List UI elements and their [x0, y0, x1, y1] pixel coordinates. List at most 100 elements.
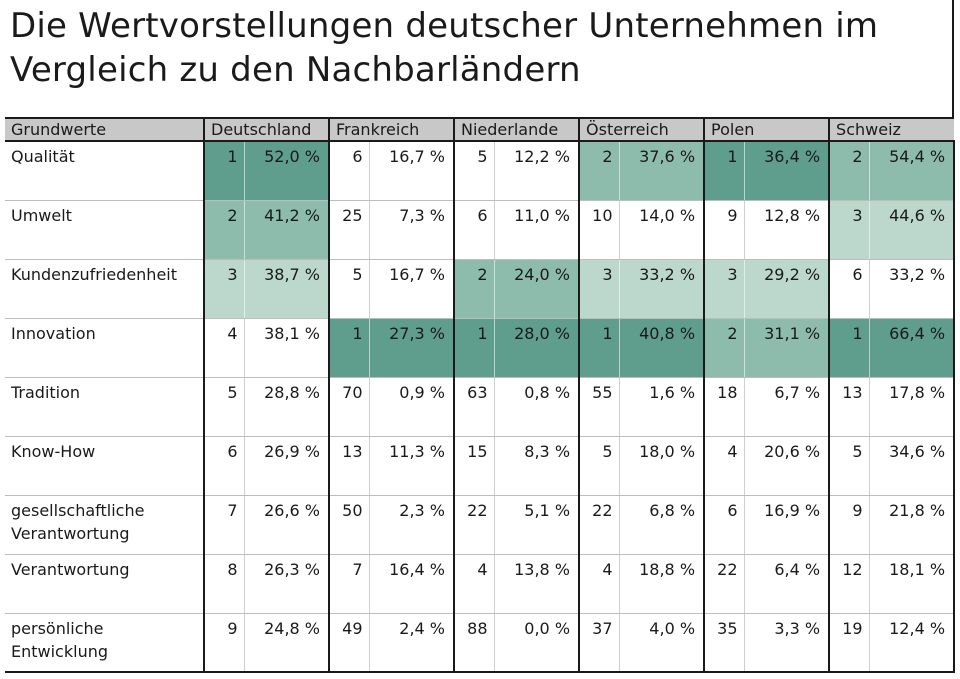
percent-cell: 21,8 %: [868, 495, 956, 555]
percent-cell: 40,8 %: [618, 318, 705, 378]
percent-cell: 17,8 %: [868, 377, 956, 437]
header-country: Niederlande: [452, 117, 580, 142]
percent-cell: 37,6 %: [618, 141, 705, 201]
percent-cell: 12,4 %: [868, 613, 956, 673]
percent-cell: 31,1 %: [743, 318, 830, 378]
percent-cell: 26,3 %: [243, 554, 329, 614]
rank-cell: 1: [328, 318, 369, 378]
rank-cell: 1: [828, 318, 870, 378]
table-row: Qualität 1 52,0 % 6 16,7 % 5 12,2 % 2 37,6 % 1 36,…: [5, 141, 956, 201]
rank-cell: 5: [328, 259, 369, 319]
header-country: Polen: [703, 117, 830, 142]
table-row: Tradition 5 28,8 % 70 0,9 % 63 0,8 % 55 1,6 % 18 6…: [5, 377, 956, 437]
rank-cell: 1: [453, 318, 494, 378]
header-country: Deutschland: [203, 117, 329, 142]
rank-cell: 88: [453, 613, 494, 673]
row-label: Qualität: [5, 141, 204, 201]
table-row: gesellschaftliche Verantwortung 7 26,6 % 50…: [5, 495, 956, 555]
percent-cell: 29,2 %: [743, 259, 830, 319]
row-label: persönliche Entwicklung: [5, 613, 204, 673]
percent-cell: 11,0 %: [493, 200, 580, 260]
percent-cell: 11,3 %: [368, 436, 454, 496]
table-row: Umwelt 2 41,2 % 25 7,3 % 6 11,0 % 10 14,0 % 9 12,8…: [5, 200, 956, 260]
percent-cell: 4,0 %: [618, 613, 705, 673]
percent-cell: 14,0 %: [618, 200, 705, 260]
percent-cell: 7,3 %: [368, 200, 454, 260]
row-label: Kundenzufriedenheit: [5, 259, 204, 319]
rank-cell: 5: [453, 141, 494, 201]
percent-cell: 18,0 %: [618, 436, 705, 496]
table-row: Verantwortung 8 26,3 % 7 16,4 % 4 13,8 % 4 18,8 …: [5, 554, 956, 614]
percent-cell: 12,8 %: [743, 200, 830, 260]
table-row: persönliche Entwicklung 9 24,8 % 49 2,4 % 88 0…: [5, 613, 956, 673]
rank-cell: 5: [578, 436, 620, 496]
percent-cell: 36,4 %: [743, 141, 830, 201]
percent-cell: 28,8 %: [243, 377, 329, 437]
percent-cell: 0,8 %: [493, 377, 580, 437]
percent-cell: 8,3 %: [493, 436, 580, 496]
percent-cell: 28,0 %: [493, 318, 580, 378]
percent-cell: 6,7 %: [743, 377, 830, 437]
rank-cell: 63: [453, 377, 494, 437]
rank-cell: 15: [453, 436, 494, 496]
rank-cell: 4: [203, 318, 244, 378]
rank-cell: 6: [328, 141, 369, 201]
rank-cell: 19: [828, 613, 870, 673]
rank-cell: 1: [703, 141, 745, 201]
rank-cell: 1: [578, 318, 620, 378]
percent-cell: 26,6 %: [243, 495, 329, 555]
row-label: Umwelt: [5, 200, 204, 260]
table-row: Know-How 6 26,9 % 13 11,3 % 15 8,3 % 5 18,0 % 4 20…: [5, 436, 956, 496]
rank-cell: 2: [453, 259, 494, 319]
rank-cell: 2: [828, 141, 870, 201]
percent-cell: 33,2 %: [618, 259, 705, 319]
rank-cell: 7: [328, 554, 369, 614]
page-title: Die Wertvorstellungen deutscher Unterneh…: [10, 6, 879, 90]
percent-cell: 34,6 %: [868, 436, 956, 496]
rank-cell: 35: [703, 613, 745, 673]
percent-cell: 41,2 %: [243, 200, 329, 260]
rank-cell: 12: [828, 554, 870, 614]
table-row: Kundenzufriedenheit 3 38,7 % 5 16,7 % 2 24,0 %…: [5, 259, 956, 319]
header-country: Österreich: [578, 117, 705, 142]
percent-cell: 2,3 %: [368, 495, 454, 555]
percent-cell: 1,6 %: [618, 377, 705, 437]
percent-cell: 20,6 %: [743, 436, 830, 496]
rank-cell: 55: [578, 377, 620, 437]
row-label: Verantwortung: [5, 554, 204, 614]
percent-cell: 16,7 %: [368, 141, 454, 201]
rank-cell: 70: [328, 377, 369, 437]
rank-cell: 49: [328, 613, 369, 673]
rank-cell: 37: [578, 613, 620, 673]
rank-cell: 5: [203, 377, 244, 437]
rank-cell: 3: [203, 259, 244, 319]
percent-cell: 16,4 %: [368, 554, 454, 614]
table-row: Innovation 4 38,1 % 1 27,3 % 1 28,0 % 1 40,8 % 2 3…: [5, 318, 956, 378]
rank-cell: 3: [703, 259, 745, 319]
percent-cell: 16,7 %: [368, 259, 454, 319]
values-table: Grundwerte Deutschland Frankreich Nieder…: [5, 117, 956, 673]
row-label: Innovation: [5, 318, 204, 378]
percent-cell: 26,9 %: [243, 436, 329, 496]
table-body: Qualität 1 52,0 % 6 16,7 % 5 12,2 % 2 37,6 % 1 36,…: [5, 141, 956, 673]
percent-cell: 0,9 %: [368, 377, 454, 437]
header-grundwerte: Grundwerte: [5, 117, 204, 142]
rank-cell: 5: [828, 436, 870, 496]
percent-cell: 38,1 %: [243, 318, 329, 378]
percent-cell: 5,1 %: [493, 495, 580, 555]
row-label: Tradition: [5, 377, 204, 437]
rank-cell: 10: [578, 200, 620, 260]
rank-cell: 2: [703, 318, 745, 378]
rank-cell: 6: [828, 259, 870, 319]
percent-cell: 54,4 %: [868, 141, 956, 201]
rank-cell: 8: [203, 554, 244, 614]
percent-cell: 27,3 %: [368, 318, 454, 378]
percent-cell: 12,2 %: [493, 141, 580, 201]
rank-cell: 6: [453, 200, 494, 260]
rank-cell: 6: [203, 436, 244, 496]
percent-cell: 2,4 %: [368, 613, 454, 673]
row-label: gesellschaftliche Verantwortung: [5, 495, 204, 555]
rank-cell: 13: [828, 377, 870, 437]
percent-cell: 52,0 %: [243, 141, 329, 201]
rank-cell: 7: [203, 495, 244, 555]
